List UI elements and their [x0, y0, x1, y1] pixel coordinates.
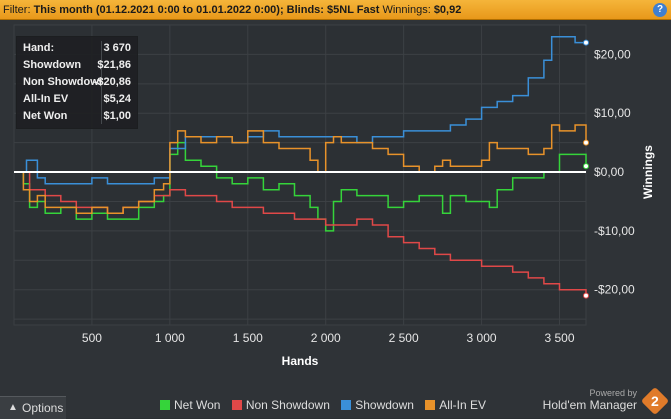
stats-value: $5,24: [103, 93, 131, 105]
legend-swatch: [425, 400, 436, 410]
stats-label: Non Showdown: [23, 76, 103, 88]
winnings-label: Winnings:: [382, 4, 431, 16]
legend-label: Net Won: [174, 398, 221, 412]
y-axis-title: Winnings: [641, 145, 655, 199]
chart-legend: Net Won Non Showdown Showdown All-In EV: [160, 398, 494, 412]
stats-label: All-In EV: [23, 93, 69, 105]
series-end-point: [583, 139, 589, 146]
x-tick-label: 2 000: [311, 331, 341, 345]
x-tick-label: 3 500: [544, 331, 574, 345]
x-tick-label: 2 500: [389, 331, 419, 345]
powered-by-text: Powered by: [589, 388, 637, 398]
stats-value: $21,86: [97, 59, 131, 71]
legend-item[interactable]: Non Showdown: [231, 398, 330, 412]
legend-label: Non Showdown: [245, 398, 330, 412]
series-end-point: [583, 163, 589, 170]
brand-name: Hold'em Manager: [542, 398, 637, 412]
x-tick-label: 500: [82, 331, 102, 345]
arrow-up-icon: ▲: [8, 402, 18, 413]
legend-swatch: [160, 400, 170, 410]
legend-label: All-In EV: [439, 398, 486, 412]
x-axis-title: Hands: [282, 354, 319, 368]
stats-value: 3 670: [103, 42, 131, 54]
options-label: Options: [22, 401, 64, 415]
stats-row-non-showdown: Non Showdown -$20,86: [23, 74, 131, 90]
legend-label: Showdown: [355, 398, 414, 412]
stats-row-allin-ev: All-In EV $5,24: [23, 91, 131, 107]
filter-bar[interactable]: Filter: This month (01.12.2021 0:00 to 0…: [0, 0, 671, 20]
stats-value: -$20,86: [93, 76, 131, 88]
y-tick-label: $0,00: [594, 165, 624, 179]
legend-swatch: [341, 400, 352, 410]
y-tick-label: $20,00: [594, 47, 631, 61]
options-button[interactable]: ▲ Options: [0, 396, 66, 419]
series-line-showdown: [14, 36, 586, 185]
stats-label: Hand:: [23, 42, 55, 54]
stats-row-hands: Hand: 3 670: [23, 40, 131, 56]
stats-row-net-won: Net Won $1,00: [23, 108, 131, 124]
filter-label: Filter:: [3, 4, 31, 16]
legend-item[interactable]: All-In EV: [425, 398, 486, 412]
legend-item[interactable]: Net Won: [160, 398, 220, 412]
series-line-all-in-ev: [14, 124, 587, 214]
stats-separator: [101, 41, 102, 124]
legend-item[interactable]: Showdown: [341, 398, 414, 412]
x-tick-label: 1 000: [155, 331, 185, 345]
stats-label: Net Won: [23, 110, 68, 122]
x-tick-label: 1 500: [233, 331, 263, 345]
series-end-point: [583, 39, 589, 46]
help-icon[interactable]: ?: [653, 3, 667, 17]
series-end-point: [583, 292, 589, 299]
winnings-value: $0,92: [433, 4, 462, 16]
stats-label: Showdown: [23, 59, 82, 71]
stats-value: $1,00: [103, 110, 131, 122]
stats-row-showdown: Showdown $21,86: [23, 57, 131, 73]
y-tick-label: -$10,00: [594, 224, 635, 238]
y-tick-label: $10,00: [594, 106, 631, 120]
filter-value: This month (01.12.2021 0:00 to 01.01.202…: [33, 4, 380, 16]
y-tick-label: -$20,00: [594, 283, 635, 297]
x-tick-label: 3 000: [467, 331, 497, 345]
legend-swatch: [231, 400, 242, 410]
stats-box: Hand: 3 670 Showdown $21,86 Non Showdown…: [16, 36, 138, 129]
